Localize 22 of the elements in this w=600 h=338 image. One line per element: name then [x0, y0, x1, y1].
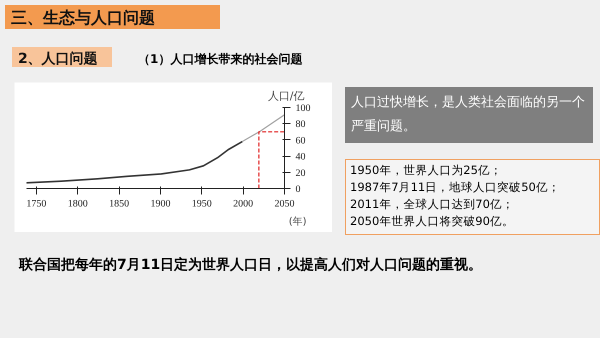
text: 联合国把每年的7月11日定为世界人口日，以提高人们对人口问题的重视。 [19, 256, 482, 275]
x-tick-label: 1850 [109, 198, 130, 210]
x-tick-label: 2000 [233, 198, 254, 210]
x-tick-label: 1950 [192, 198, 212, 210]
y-tick-label: 100 [296, 103, 310, 114]
y-axis-title: 人口/亿 [268, 90, 305, 102]
chart-title: 三、生态与人口问题 [11, 7, 155, 29]
text: 人口过快增长，是人类社会面临的另一个严重问题。 [351, 94, 586, 136]
text: （1）人口增长带来的社会问题 [138, 51, 302, 68]
text: 1950年，世界人口为25亿； 1987年7月11日，地球人口突破50亿； 2011年，全球人口达到70亿； 2050年世界人口将突破90亿。 [350, 162, 560, 230]
y-tick-label: 80 [296, 119, 306, 130]
x-tick-label: 2050 [274, 198, 294, 210]
line-series [26, 140, 244, 184]
y-tick-label: 40 [296, 152, 306, 163]
chart-subtitle: 2、人口问题 [18, 50, 98, 69]
x-tick-label: 1900 [150, 198, 170, 210]
x-axis-title: (年) [288, 216, 307, 228]
x-tick-label: 1750 [26, 198, 46, 210]
x-tick-label: 1800 [68, 198, 88, 210]
y-tick-label: 60 [296, 135, 306, 146]
y-tick-label: 20 [296, 168, 306, 179]
y-tick-label: 0 [296, 184, 300, 195]
